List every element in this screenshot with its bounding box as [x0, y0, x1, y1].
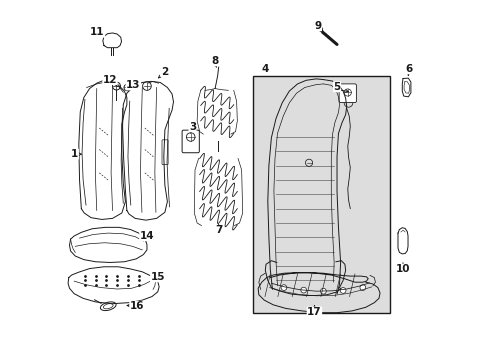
Text: 2: 2 [161, 67, 168, 77]
Circle shape [359, 285, 365, 291]
Circle shape [340, 288, 346, 293]
Text: 3: 3 [188, 122, 196, 132]
Text: 9: 9 [314, 21, 321, 31]
Text: 7: 7 [215, 225, 222, 235]
Text: 11: 11 [90, 27, 104, 37]
Text: 10: 10 [395, 264, 409, 274]
Circle shape [281, 285, 286, 291]
Bar [253, 76, 389, 313]
FancyBboxPatch shape [182, 130, 199, 153]
Text: 15: 15 [150, 272, 164, 282]
Text: 13: 13 [126, 80, 140, 90]
Text: 1: 1 [71, 149, 79, 159]
Text: 14: 14 [140, 231, 154, 240]
Text: 5: 5 [333, 82, 340, 92]
Text: 12: 12 [102, 75, 117, 85]
Text: 8: 8 [211, 56, 218, 66]
Text: 17: 17 [306, 307, 321, 317]
Circle shape [300, 287, 306, 293]
Text: 4: 4 [261, 64, 268, 74]
Text: 16: 16 [129, 301, 144, 311]
FancyBboxPatch shape [339, 84, 356, 103]
Text: 6: 6 [405, 64, 412, 74]
Circle shape [320, 288, 325, 294]
